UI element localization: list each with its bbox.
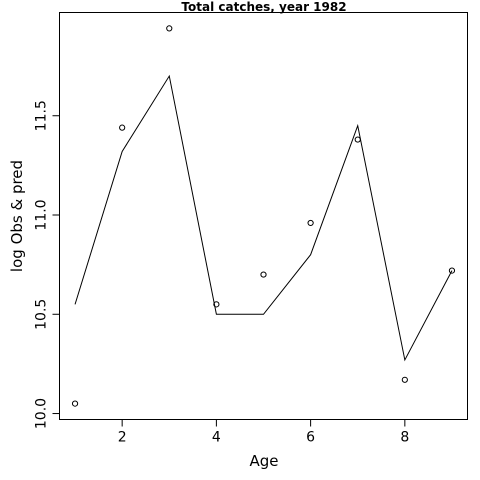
observed-point <box>448 267 456 274</box>
observed-point <box>213 301 220 308</box>
observed-point <box>401 376 408 383</box>
x-axis-title: Age <box>249 452 278 470</box>
predicted-line <box>74 74 453 362</box>
observed-point <box>71 400 79 407</box>
observed-point <box>354 136 361 143</box>
plot-frame <box>59 12 468 420</box>
x-axis: 2 4 6 8 <box>118 419 409 446</box>
y-tick-label: 11.0 <box>34 199 50 230</box>
observed-point <box>119 124 126 131</box>
observed-point <box>307 219 314 227</box>
x-tick-label: 8 <box>400 430 409 446</box>
series-layer <box>71 25 456 407</box>
observed-point <box>260 271 267 278</box>
y-axis-title: log Obs & pred <box>8 160 26 272</box>
observed-point <box>166 25 173 32</box>
x-tick-label: 4 <box>212 430 221 446</box>
y-tick-label: 10.0 <box>34 398 50 429</box>
y-axis: 10.0 10.5 11.0 11.5 <box>34 100 60 429</box>
y-tick-label: 11.5 <box>34 100 50 131</box>
chart-title: Total catches, year 1982 <box>181 0 346 14</box>
y-tick-label: 10.5 <box>34 299 50 330</box>
x-tick-label: 2 <box>118 430 127 446</box>
x-tick-label: 6 <box>306 430 315 446</box>
